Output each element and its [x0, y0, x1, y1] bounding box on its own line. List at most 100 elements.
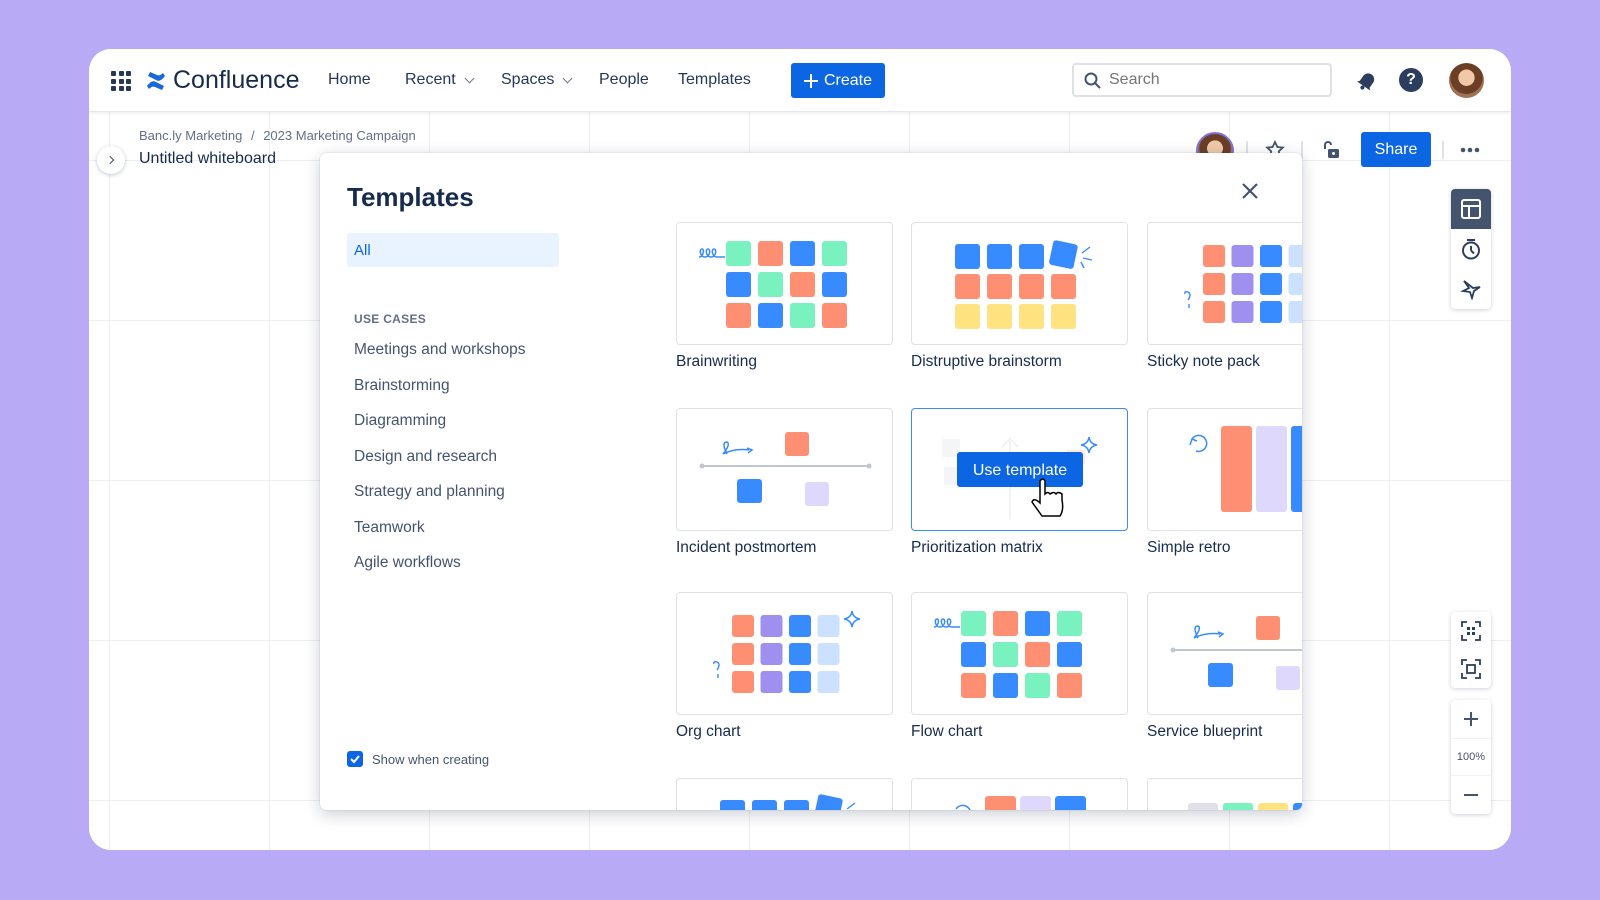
nav-home[interactable]: Home [328, 71, 371, 89]
category-item[interactable]: Teamwork [354, 518, 425, 536]
category-item[interactable]: Diagramming [354, 412, 447, 429]
breadcrumb-separator: / [250, 128, 255, 143]
template-thumbnail [1189, 426, 1302, 512]
nav-spaces-label: Spaces [501, 71, 555, 88]
confluence-logo[interactable]: Confluence [145, 66, 299, 95]
nav-home-label: Home [328, 71, 371, 88]
timer-icon [1462, 239, 1480, 260]
nav-templates-label: Templates [678, 71, 751, 88]
category-item[interactable]: Meetings and workshops [354, 341, 526, 358]
page-title[interactable]: Untitled whiteboard [139, 150, 276, 167]
chevron-right-icon [105, 155, 115, 165]
template-card[interactable] [1147, 222, 1302, 345]
more-actions-button[interactable] [1457, 139, 1483, 161]
bell-icon [1357, 73, 1375, 91]
plus-icon [1464, 712, 1478, 726]
nav-recent-label: Recent [405, 71, 456, 88]
template-card[interactable]: Use template [911, 408, 1128, 531]
template-card[interactable] [911, 222, 1128, 345]
close-button[interactable] [1238, 179, 1262, 203]
template-card[interactable] [676, 408, 893, 531]
template-card[interactable] [676, 592, 893, 715]
template-card[interactable] [911, 778, 1128, 810]
search-input[interactable] [1109, 71, 1309, 89]
timer-tool-button[interactable] [1451, 229, 1491, 269]
show-when-creating-label: Show when creating [372, 751, 490, 767]
templates-modal: Templates All USE CASES Meetings and wor… [320, 153, 1302, 810]
chevron-down-icon [464, 73, 475, 83]
template-card[interactable] [1147, 408, 1302, 531]
confluence-logo-icon [147, 71, 165, 90]
category-item[interactable]: Design and research [354, 447, 498, 465]
focus-button[interactable] [1451, 650, 1491, 688]
template-name[interactable]: Flow chart [911, 723, 983, 740]
share-button[interactable]: Share [1361, 132, 1431, 167]
search-icon [1084, 72, 1101, 89]
category-item[interactable]: Strategy and planning [354, 483, 505, 500]
use-template-button[interactable]: Use template [973, 462, 1067, 479]
zoom-controls: 100% [1451, 700, 1491, 814]
template-thumbnail [955, 796, 1086, 810]
template-grid: Brainwriting Distruptive brainstorm Sticky… [320, 153, 1302, 810]
category-item[interactable]: Agile workflows [354, 554, 461, 571]
notifications-button[interactable] [1355, 69, 1379, 93]
create-label: Create [823, 71, 873, 89]
minus-icon [1464, 794, 1478, 796]
category-all[interactable]: All [347, 233, 559, 267]
close-icon [1242, 183, 1258, 199]
apps-grid-icon[interactable] [111, 71, 131, 91]
search-box[interactable] [1072, 63, 1332, 97]
top-nav: Confluence Home Recent Spaces People Tem… [89, 49, 1511, 112]
templates-tool-button[interactable] [1451, 189, 1491, 229]
template-thumbnail [720, 794, 856, 810]
help-icon: ? [1406, 71, 1416, 88]
zoom-in-button[interactable] [1451, 700, 1491, 738]
nav-spaces[interactable]: Spaces [501, 71, 573, 89]
template-name[interactable]: Brainwriting [676, 353, 757, 370]
chevron-down-icon [562, 73, 573, 83]
restrictions-button[interactable] [1320, 139, 1342, 161]
fit-to-screen-button[interactable] [1451, 612, 1491, 650]
template-card[interactable] [1147, 592, 1302, 715]
nav-templates[interactable]: Templates [678, 71, 751, 89]
template-thumbnail [1170, 616, 1302, 690]
template-name[interactable]: Org chart [676, 723, 741, 740]
nav-people-label: People [599, 71, 649, 88]
view-controls [1451, 612, 1491, 688]
template-name[interactable]: Sticky note pack [1147, 353, 1260, 370]
template-thumbnail [933, 611, 1082, 698]
more-icon [1460, 147, 1480, 153]
template-icon [1461, 199, 1481, 219]
breadcrumb-page[interactable]: 2023 Marketing Campaign [263, 128, 416, 143]
celebrate-tool-button[interactable] [1451, 269, 1491, 309]
template-name[interactable]: Service blueprint [1147, 723, 1263, 740]
app-name: Confluence [173, 66, 300, 94]
template-name[interactable]: Incident postmortem [676, 539, 817, 556]
template-card[interactable] [911, 592, 1128, 715]
template-name[interactable]: Simple retro [1147, 539, 1231, 556]
help-button[interactable]: ? [1399, 68, 1423, 92]
category-item[interactable]: Brainstorming [354, 376, 450, 394]
breadcrumb-space[interactable]: Banc.ly Marketing [139, 128, 243, 143]
nav-people[interactable]: People [599, 71, 649, 89]
use-cases-heading: USE CASES [354, 312, 427, 326]
show-when-creating-checkbox[interactable] [347, 751, 363, 767]
template-thumbnail: Use template [942, 436, 1098, 519]
create-button[interactable]: Create [791, 63, 885, 98]
zoom-out-button[interactable] [1451, 776, 1491, 814]
template-card[interactable] [676, 778, 893, 810]
template-thumbnail [955, 240, 1093, 329]
template-card[interactable] [676, 222, 893, 345]
show-when-creating[interactable]: Show when creating [347, 751, 489, 767]
template-name[interactable]: Distruptive brainstorm [911, 353, 1062, 370]
plus-icon [803, 73, 818, 88]
breadcrumb: Banc.ly Marketing / 2023 Marketing Campa… [139, 128, 416, 143]
modal-title: Templates [347, 182, 474, 212]
template-name[interactable]: Prioritization matrix [911, 539, 1043, 556]
template-thumbnail [713, 610, 861, 693]
share-label: Share [1374, 140, 1418, 158]
user-avatar[interactable] [1449, 63, 1484, 98]
expand-sidebar-button[interactable] [97, 146, 125, 174]
nav-recent[interactable]: Recent [405, 71, 475, 89]
template-card[interactable] [1147, 778, 1302, 810]
